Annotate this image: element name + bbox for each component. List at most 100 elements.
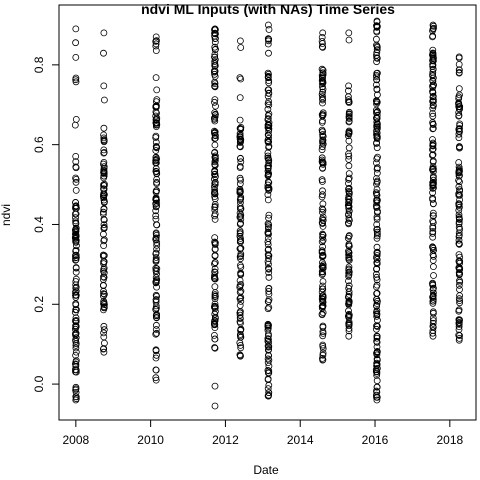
data-point [373,273,381,281]
data-point [265,211,273,219]
data-point [211,210,219,218]
data-point [319,99,326,107]
data-point [373,49,381,57]
data-point [430,176,437,184]
data-point [345,284,353,292]
data-point [265,362,273,370]
data-point [211,58,219,65]
data-point [211,51,219,58]
data-point [100,29,108,37]
data-point [456,178,463,186]
data-point [236,174,244,182]
data-point [345,110,353,118]
data-point [373,356,381,364]
data-point [153,143,161,151]
data-point [265,86,273,94]
data-point [373,177,381,185]
data-point [237,341,244,349]
data-point [373,348,381,356]
data-point [345,232,353,240]
data-point [237,125,245,133]
data-point [429,165,437,173]
data-point [236,253,244,261]
data-point [429,140,437,148]
data-point [100,333,108,341]
data-point [237,154,244,162]
data-point [319,136,327,144]
data-point [455,240,463,248]
data-point [264,191,272,199]
data-point [265,389,273,397]
data-point [72,281,80,289]
data-point [100,164,108,172]
data-point [455,229,463,237]
data-point [319,233,326,241]
data-point [373,243,381,251]
data-point [372,114,380,122]
data-point [236,339,244,347]
data-point [152,33,160,41]
data-point [373,186,381,193]
data-point [210,260,218,268]
data-point [429,25,437,33]
data-point [372,270,380,278]
data-point [319,74,326,82]
data-point [429,329,437,337]
data-point [72,256,79,264]
data-point [72,217,79,225]
data-point [264,149,272,157]
data-point [264,251,272,259]
data-point [211,25,219,33]
data-point [210,127,218,135]
data-point [152,354,160,362]
data-point [429,292,437,300]
data-point [211,382,219,390]
data-point [455,318,463,326]
data-point [72,314,80,322]
y-tick-label: 0.8 [32,56,46,73]
data-point [265,49,272,57]
data-point [319,78,327,86]
data-point [236,352,244,360]
data-point [100,306,107,314]
data-point [373,225,381,233]
data-point [264,359,272,367]
data-point [73,242,80,250]
data-point [236,203,244,210]
data-point [345,277,352,285]
data-point [211,171,218,179]
data-point [236,282,244,290]
data-point [345,265,353,273]
data-point [72,76,80,84]
data-point [211,161,219,169]
data-point [345,216,353,224]
data-point [72,361,80,369]
data-point [211,289,219,297]
data-point [72,396,80,404]
data-point [100,172,108,180]
data-point [373,323,381,331]
data-point [211,141,219,149]
data-point [153,37,160,45]
data-point [372,391,380,399]
data-point [100,192,107,200]
data-point [211,238,219,246]
data-point [152,194,160,202]
data-point [429,228,437,235]
data-point [429,224,437,232]
data-point [430,24,437,32]
data-point [211,241,219,249]
data-point [429,63,437,70]
data-point [429,124,437,132]
data-point [319,230,326,238]
data-point [212,102,219,110]
data-point [429,332,437,340]
data-point [212,45,219,53]
data-point [372,106,380,114]
data-point [373,311,381,319]
data-point [429,81,437,89]
data-point [210,189,218,197]
data-point [152,304,160,312]
data-point [152,258,160,265]
data-point [100,189,108,197]
